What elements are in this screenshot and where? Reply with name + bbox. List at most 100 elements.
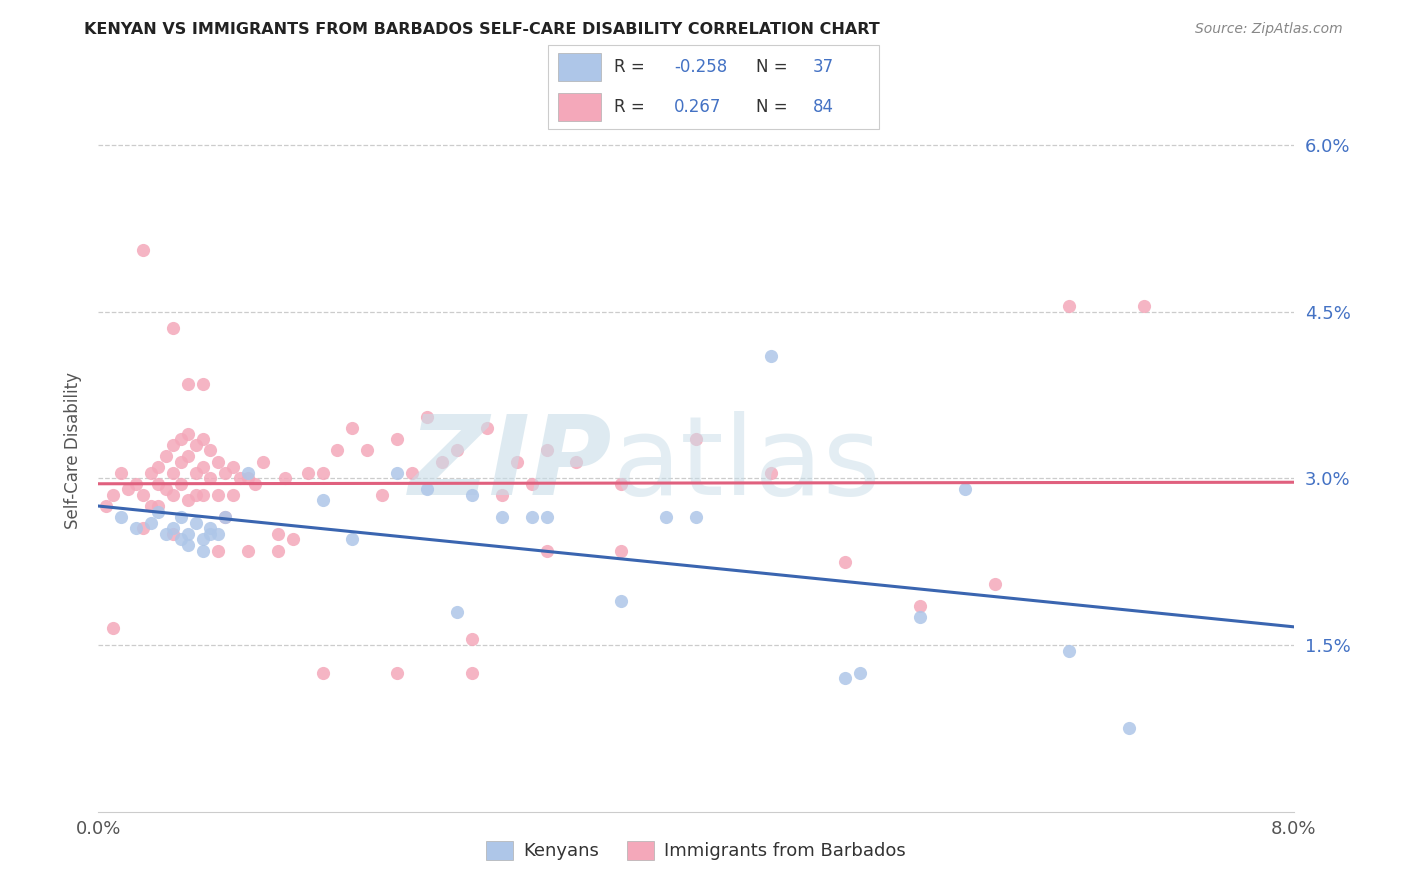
Point <box>177 538 200 552</box>
Point <box>177 526 200 541</box>
Point <box>207 488 229 502</box>
Point <box>169 533 191 547</box>
Point <box>236 471 259 485</box>
Point <box>446 443 468 458</box>
Point <box>229 471 252 485</box>
Point <box>1059 299 1081 313</box>
Point <box>461 665 484 680</box>
Text: 0.267: 0.267 <box>673 98 721 116</box>
Point <box>908 610 931 624</box>
Point <box>132 488 155 502</box>
Point <box>207 454 229 468</box>
Point <box>491 510 513 524</box>
Point <box>385 665 409 680</box>
Text: R =: R = <box>614 59 651 77</box>
Text: 37: 37 <box>813 59 834 77</box>
Point <box>162 438 184 452</box>
Point <box>162 321 184 335</box>
Point <box>311 493 333 508</box>
Point <box>139 516 162 530</box>
Point <box>236 543 259 558</box>
Point <box>162 521 184 535</box>
Point <box>169 454 191 468</box>
Point <box>184 466 207 480</box>
Point <box>191 433 214 447</box>
Point <box>252 454 274 468</box>
Point <box>311 665 333 680</box>
Point <box>655 510 678 524</box>
Point <box>139 466 162 480</box>
Point <box>155 449 177 463</box>
Text: -0.258: -0.258 <box>673 59 727 77</box>
Point <box>834 671 856 685</box>
Point <box>461 632 484 647</box>
Point <box>610 593 633 607</box>
Point <box>342 533 364 547</box>
Point <box>461 488 484 502</box>
Point <box>191 460 214 475</box>
Point <box>1118 722 1140 736</box>
Point <box>1059 643 1081 657</box>
Point <box>103 621 125 635</box>
Point <box>125 521 148 535</box>
Point <box>416 483 439 497</box>
Point <box>132 521 155 535</box>
Text: Source: ZipAtlas.com: Source: ZipAtlas.com <box>1195 22 1343 37</box>
Point <box>110 466 132 480</box>
Point <box>908 599 931 613</box>
Point <box>207 526 229 541</box>
Point <box>610 543 633 558</box>
Point <box>184 488 207 502</box>
Point <box>177 449 200 463</box>
Point <box>222 460 245 475</box>
Point <box>385 433 409 447</box>
Point <box>191 533 214 547</box>
Point <box>214 510 236 524</box>
Point <box>685 433 707 447</box>
Point <box>148 499 170 513</box>
Point <box>200 443 222 458</box>
Point <box>565 454 588 468</box>
Point <box>117 483 139 497</box>
Point <box>401 466 423 480</box>
Bar <box>558 54 602 81</box>
Point <box>326 443 349 458</box>
Point <box>191 488 214 502</box>
Point <box>148 476 170 491</box>
Text: N =: N = <box>756 59 793 77</box>
Point <box>430 454 453 468</box>
Point <box>94 499 117 513</box>
Point <box>267 543 290 558</box>
Point <box>371 488 394 502</box>
Point <box>169 476 191 491</box>
Point <box>834 555 856 569</box>
Text: KENYAN VS IMMIGRANTS FROM BARBADOS SELF-CARE DISABILITY CORRELATION CHART: KENYAN VS IMMIGRANTS FROM BARBADOS SELF-… <box>84 22 880 37</box>
Point <box>162 526 184 541</box>
Point <box>184 516 207 530</box>
Text: R =: R = <box>614 98 655 116</box>
Point <box>155 483 177 497</box>
Point <box>169 433 191 447</box>
Point <box>356 443 378 458</box>
Point <box>520 476 543 491</box>
Point <box>184 438 207 452</box>
Point <box>281 533 304 547</box>
Point <box>759 349 782 363</box>
Point <box>191 543 214 558</box>
Point <box>342 421 364 435</box>
Point <box>155 526 177 541</box>
Point <box>207 543 229 558</box>
Point <box>200 526 222 541</box>
Point <box>132 244 155 258</box>
Text: ZIP: ZIP <box>409 411 613 518</box>
Point <box>125 476 148 491</box>
Y-axis label: Self-Care Disability: Self-Care Disability <box>65 372 83 529</box>
Point <box>245 476 267 491</box>
Point <box>222 488 245 502</box>
Point <box>536 510 558 524</box>
Point <box>416 410 439 425</box>
Point <box>191 376 214 391</box>
Point <box>520 510 543 524</box>
Point <box>103 488 125 502</box>
Point <box>297 466 319 480</box>
